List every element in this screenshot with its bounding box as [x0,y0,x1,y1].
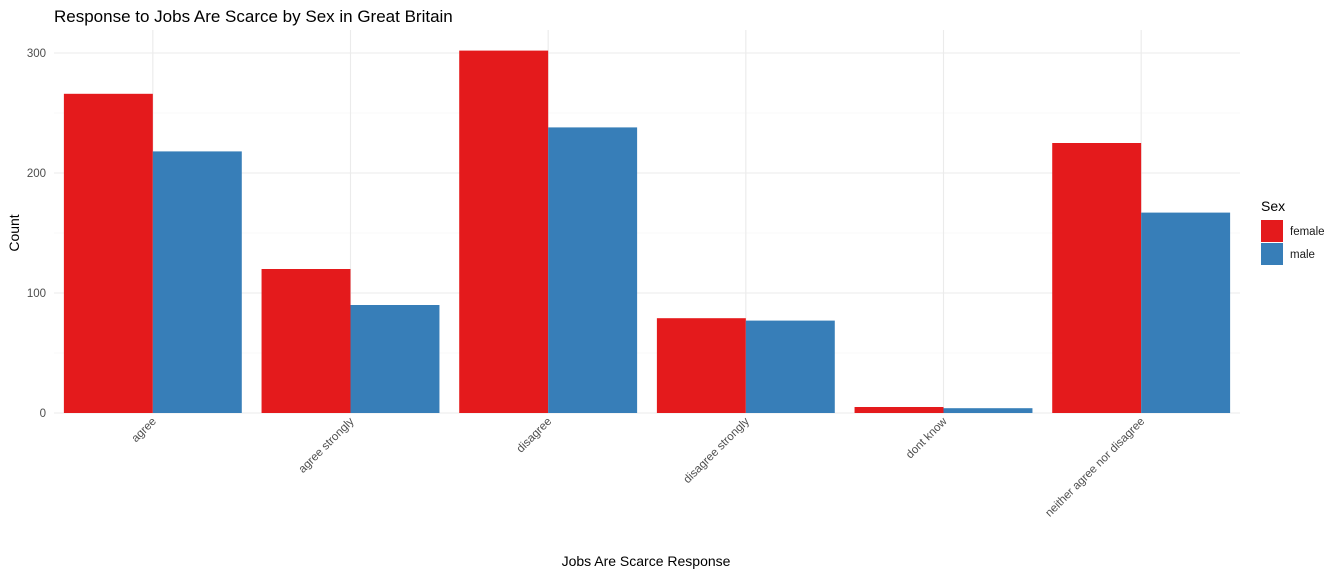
bar-female [63,93,153,414]
y-axis-title: Count [6,214,22,251]
bar-male [745,320,835,413]
legend-items: female male [1261,220,1325,265]
legend-key-male [1261,243,1283,265]
legend-label-male: male [1290,249,1315,261]
x-tick-label: neither agree nor disagree [1043,416,1147,520]
legend-key-female [1261,220,1283,242]
bar-male [1141,212,1231,413]
x-tick-label: dont know [904,415,950,461]
x-tick-label: disagree strongly [682,415,753,486]
y-axis-ticks: 0 100 200 300 [27,48,46,420]
bar-male [548,127,638,414]
bar-female [459,50,549,413]
bar-female [656,318,746,413]
y-tick-label: 0 [40,408,46,420]
legend-label-female: female [1290,226,1325,238]
y-tick-label: 300 [27,48,46,60]
x-axis-title: Jobs Are Scarce Response [562,553,731,569]
bars [63,50,1231,414]
y-tick-label: 100 [27,288,46,300]
legend-title: Sex [1261,198,1285,214]
bar-female [854,407,944,413]
legend: Sex female male [1261,198,1325,265]
y-tick-label: 200 [27,168,46,180]
bar-male [350,305,440,413]
x-tick-label: agree strongly [297,415,357,475]
chart-title: Response to Jobs Are Scarce by Sex in Gr… [54,7,453,26]
bar-female [1052,143,1142,413]
x-tick-label: agree [130,416,159,445]
bar-male [152,151,242,413]
x-tick-label: disagree [515,416,555,456]
x-axis-ticks: agree agree strongly disagree disagree stro… [130,415,1148,519]
bar-male [943,408,1033,413]
bar-female [261,269,351,413]
